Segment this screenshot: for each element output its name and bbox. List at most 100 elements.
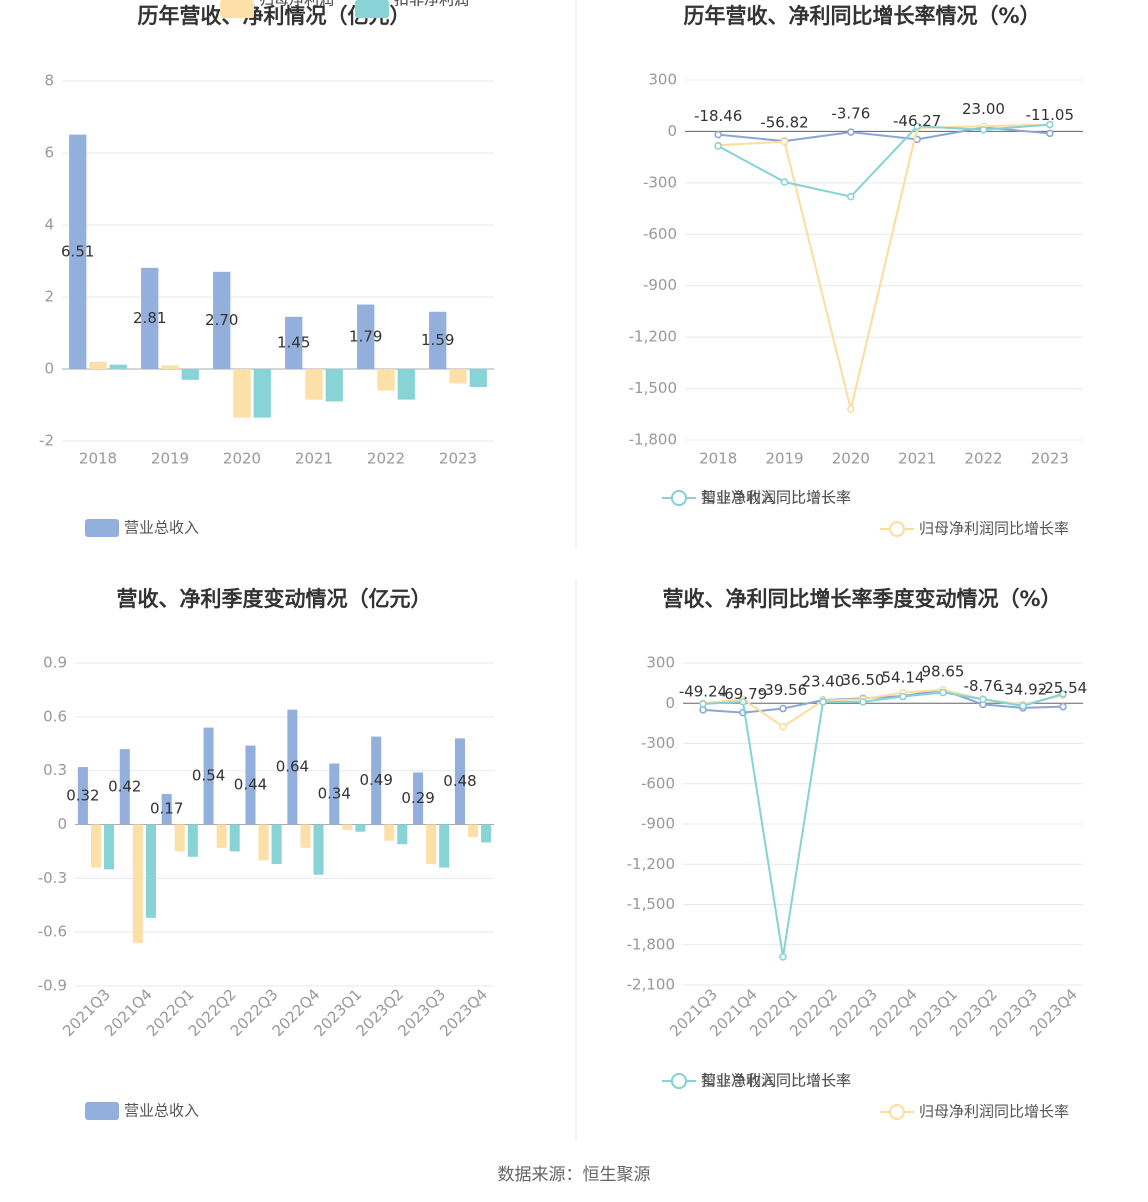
- y-tick-label: 0: [57, 815, 67, 833]
- point: [714, 142, 722, 150]
- point: [1046, 129, 1054, 138]
- y-tick-label: -900: [641, 815, 675, 833]
- point: [1059, 690, 1067, 698]
- y-tick-label: -1,500: [629, 379, 677, 397]
- x-tick-label: 2020: [832, 450, 870, 468]
- point: [779, 953, 787, 961]
- y-tick-label: 6: [44, 144, 54, 162]
- bar: [355, 824, 366, 832]
- bar: [305, 369, 323, 400]
- bar: [454, 738, 466, 825]
- data-label: 1.79: [349, 327, 382, 345]
- y-tick-label: -1,500: [627, 895, 675, 913]
- point: [1046, 120, 1054, 129]
- legend-label: 营业总收入: [124, 519, 199, 537]
- y-tick-label: 0.9: [43, 654, 67, 672]
- bar: [397, 824, 408, 845]
- legend-swatch: [85, 1102, 119, 1120]
- bar: [213, 271, 231, 369]
- y-tick-label: 300: [648, 71, 677, 89]
- bar: [89, 361, 107, 369]
- bar: [449, 369, 467, 384]
- legend-label: 扣非净利润同比增长率: [701, 1072, 851, 1090]
- bar: [258, 824, 269, 861]
- point: [780, 178, 789, 186]
- y-tick-label: 2: [44, 288, 54, 306]
- bar: [103, 824, 115, 870]
- point: [939, 688, 947, 697]
- bar: [161, 365, 179, 369]
- data-label: 0.49: [359, 771, 392, 789]
- point: [780, 137, 789, 146]
- bar: [300, 824, 311, 848]
- point: [819, 698, 827, 706]
- data-label: -39.56: [759, 681, 807, 699]
- data-label: 0.44: [234, 776, 267, 794]
- data-label: 0.17: [150, 800, 183, 818]
- data-label: 0.34: [318, 784, 351, 802]
- bar: [245, 745, 256, 825]
- source-note: 数据来源：恒生聚源: [498, 1165, 651, 1185]
- chart-title: 营收、净利季度变动情况（亿元）: [117, 587, 432, 611]
- bar: [233, 369, 251, 418]
- data-label: -8.76: [964, 677, 1003, 695]
- point: [779, 704, 787, 713]
- x-tick-label: 2020: [223, 450, 261, 468]
- data-label: 0.54: [192, 767, 225, 785]
- bar: [161, 793, 172, 825]
- point: [699, 706, 707, 714]
- bar: [285, 316, 303, 369]
- legend-swatch: [671, 490, 687, 506]
- x-tick-label: 2022: [367, 450, 405, 468]
- data-label: 23.40: [802, 673, 845, 691]
- y-tick-label: 0: [44, 360, 54, 378]
- y-tick-label: -2,100: [627, 976, 675, 994]
- data-label: 0.29: [401, 789, 434, 807]
- data-label: 1.45: [277, 333, 310, 351]
- legend-swatch: [85, 519, 119, 537]
- bar: [371, 736, 382, 825]
- data-label: -69.79: [719, 685, 767, 703]
- line: [717, 123, 1050, 198]
- x-tick-label: 2023: [439, 450, 477, 468]
- bar: [174, 824, 185, 852]
- bar: [329, 763, 340, 825]
- data-label: -25.54: [1039, 679, 1087, 697]
- bar: [141, 267, 159, 369]
- data-label: -18.46: [694, 107, 742, 125]
- y-tick-label: 0.6: [43, 707, 67, 725]
- data-label: -3.76: [831, 105, 870, 123]
- data-label: 23.00: [962, 100, 1005, 118]
- bar: [203, 727, 214, 825]
- point: [847, 405, 855, 413]
- y-tick-label: -1,800: [627, 935, 675, 953]
- bar: [439, 824, 450, 868]
- legend-swatch: [671, 1073, 687, 1089]
- bar: [397, 369, 415, 400]
- bar: [384, 824, 395, 841]
- x-tick-label: 2023: [1031, 450, 1069, 468]
- data-label: 2.81: [133, 309, 166, 327]
- y-tick-label: -300: [641, 734, 675, 752]
- chart-title: 历年营收、净利同比增长率情况（%）: [683, 4, 1040, 28]
- bar: [253, 369, 271, 418]
- data-label: 36.50: [842, 671, 885, 689]
- y-tick-label: -300: [643, 173, 677, 191]
- bar: [469, 369, 487, 387]
- data-label: 1.59: [421, 331, 454, 349]
- y-tick-label: -600: [641, 774, 675, 792]
- y-tick-label: 0: [665, 694, 675, 712]
- bar: [468, 824, 479, 838]
- bar: [481, 824, 492, 843]
- bar: [229, 824, 240, 852]
- y-tick-label: -1,800: [629, 431, 677, 449]
- legend-label: 扣非净利润同比增长率: [701, 489, 851, 507]
- y-tick-label: -0.9: [38, 977, 67, 995]
- bar: [90, 824, 101, 868]
- y-tick-label: -1,200: [629, 328, 677, 346]
- legend-label: 营业总收入同比增长率: [701, 1072, 851, 1090]
- y-tick-label: 8: [44, 72, 54, 90]
- line: [718, 123, 1050, 410]
- legend-swatch: [889, 1104, 905, 1120]
